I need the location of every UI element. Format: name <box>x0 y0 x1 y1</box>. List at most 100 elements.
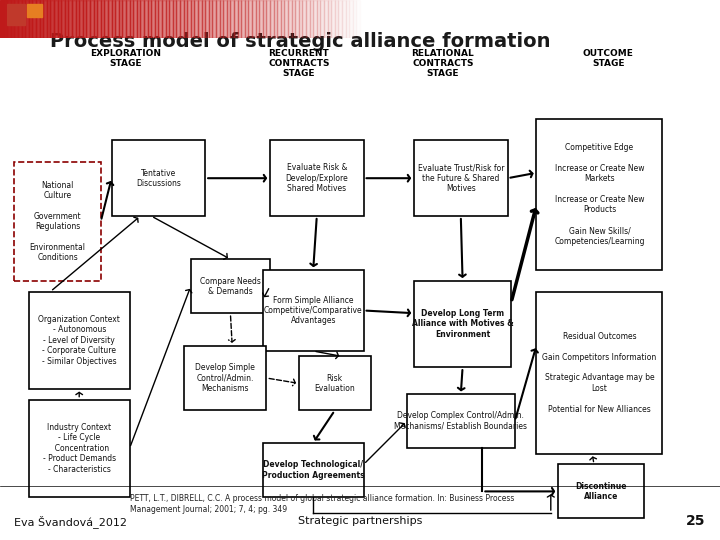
Bar <box>583 0 587 38</box>
Bar <box>414 0 418 38</box>
Bar <box>500 0 504 38</box>
Bar <box>292 0 295 38</box>
Bar <box>7 4 25 25</box>
Bar <box>151 0 155 38</box>
Bar <box>122 0 126 38</box>
Bar <box>619 0 623 38</box>
Bar <box>166 0 169 38</box>
Bar <box>662 0 666 38</box>
Bar <box>558 0 562 38</box>
FancyBboxPatch shape <box>536 119 662 270</box>
Text: PETT, L.T., DIBRELL, C.C. A process model of global strategic alliance formation: PETT, L.T., DIBRELL, C.C. A process mode… <box>130 494 514 514</box>
Bar <box>580 0 583 38</box>
Bar <box>677 0 680 38</box>
Bar <box>590 0 594 38</box>
FancyBboxPatch shape <box>191 259 270 313</box>
Bar <box>216 0 220 38</box>
Text: Develop Complex Control/Admin.
Mechanisms/ Establish Boundaries: Develop Complex Control/Admin. Mechanism… <box>395 411 527 431</box>
Text: Risk
Evaluation: Risk Evaluation <box>315 374 355 393</box>
Bar <box>403 0 407 38</box>
Bar <box>241 0 245 38</box>
Bar <box>508 0 511 38</box>
Bar <box>83 0 86 38</box>
Bar <box>371 0 374 38</box>
Bar <box>54 0 58 38</box>
Text: Discontinue
Alliance: Discontinue Alliance <box>575 482 627 501</box>
Bar <box>407 0 410 38</box>
Bar <box>331 0 335 38</box>
Bar <box>140 0 144 38</box>
Bar <box>684 0 688 38</box>
Text: OUTCOME
STAGE: OUTCOME STAGE <box>583 49 634 68</box>
Text: Evaluate Risk &
Develop/Explore
Shared Motives: Evaluate Risk & Develop/Explore Shared M… <box>285 163 348 193</box>
FancyBboxPatch shape <box>29 400 130 497</box>
Bar <box>670 0 673 38</box>
Bar <box>598 0 601 38</box>
FancyBboxPatch shape <box>112 140 205 216</box>
Bar <box>601 0 605 38</box>
Bar <box>439 0 443 38</box>
Text: Residual Outcomes

Gain Competitors Information

Strategic Advantage may be
Lost: Residual Outcomes Gain Competitors Infor… <box>542 332 657 414</box>
Bar <box>202 0 205 38</box>
Text: Compare Needs
& Demands: Compare Needs & Demands <box>200 276 261 296</box>
Bar <box>432 0 436 38</box>
Bar <box>263 0 266 38</box>
Bar <box>281 0 284 38</box>
Bar <box>457 0 461 38</box>
Bar <box>328 0 331 38</box>
Bar <box>14 0 18 38</box>
Bar <box>11 0 14 38</box>
Bar <box>648 0 652 38</box>
Bar <box>342 0 346 38</box>
Bar <box>79 0 83 38</box>
FancyBboxPatch shape <box>414 281 511 367</box>
Bar <box>32 0 36 38</box>
Bar <box>320 0 324 38</box>
Bar <box>428 0 432 38</box>
Bar <box>191 0 194 38</box>
Bar <box>551 0 554 38</box>
Bar <box>569 0 572 38</box>
Bar <box>562 0 565 38</box>
Text: Evaluate Trust/Risk for
the Future & Shared
Motives: Evaluate Trust/Risk for the Future & Sha… <box>418 163 504 193</box>
Bar <box>50 0 54 38</box>
Bar <box>497 0 500 38</box>
Bar <box>58 0 61 38</box>
Bar <box>43 0 47 38</box>
Bar <box>518 0 522 38</box>
Bar <box>594 0 598 38</box>
Bar <box>626 0 630 38</box>
Bar <box>36 0 40 38</box>
Bar <box>284 0 288 38</box>
Bar <box>61 0 65 38</box>
Bar <box>688 0 691 38</box>
Bar <box>464 0 468 38</box>
Bar <box>306 0 310 38</box>
Bar <box>22 0 25 38</box>
Bar <box>504 0 508 38</box>
Bar <box>126 0 130 38</box>
Bar <box>630 0 634 38</box>
Bar <box>324 0 328 38</box>
Text: RELATIONAL
CONTRACTS
STAGE: RELATIONAL CONTRACTS STAGE <box>411 49 474 78</box>
Bar <box>644 0 648 38</box>
Bar <box>655 0 659 38</box>
Bar <box>65 0 68 38</box>
Bar <box>360 0 364 38</box>
Bar <box>184 0 187 38</box>
Bar <box>349 0 353 38</box>
Text: RECURRENT
CONTRACTS
STAGE: RECURRENT CONTRACTS STAGE <box>268 49 330 78</box>
Text: Tentative
Discussions: Tentative Discussions <box>136 168 181 188</box>
Bar <box>454 0 457 38</box>
Bar <box>515 0 518 38</box>
Bar <box>94 0 97 38</box>
Bar <box>713 0 716 38</box>
Bar <box>288 0 292 38</box>
Bar <box>187 0 191 38</box>
Bar <box>587 0 590 38</box>
Text: Process model of strategic alliance formation: Process model of strategic alliance form… <box>50 32 551 51</box>
Bar <box>702 0 706 38</box>
FancyBboxPatch shape <box>270 140 364 216</box>
FancyBboxPatch shape <box>299 356 371 410</box>
Bar <box>421 0 425 38</box>
